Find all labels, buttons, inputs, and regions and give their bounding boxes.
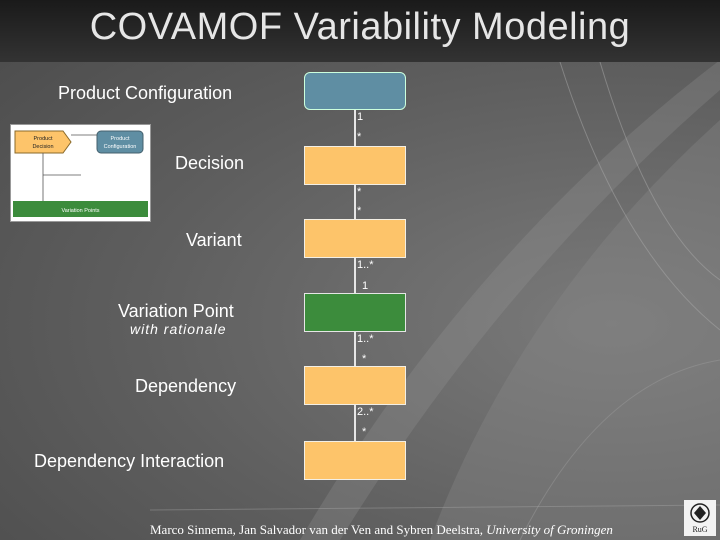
title-bar: COVAMOF Variability Modeling bbox=[0, 0, 720, 62]
label-decision: Decision bbox=[175, 153, 245, 173]
mult-interaction-top: * bbox=[362, 426, 367, 438]
label-variant: Variant bbox=[186, 230, 242, 250]
variant-box bbox=[304, 219, 406, 258]
mult-dependency-top: * bbox=[362, 353, 367, 365]
label-variation-point-rationale: with rationale bbox=[130, 321, 227, 337]
mult-config-top: 1 bbox=[357, 111, 364, 123]
mult-variant-bottom: 1..* bbox=[357, 259, 374, 271]
slide-title: COVAMOF Variability Modeling bbox=[89, 6, 631, 48]
inset-product-config-line1: Product bbox=[111, 136, 130, 142]
slide-footer: Marco Sinnema, Jan Salvador van der Ven … bbox=[150, 522, 613, 538]
mult-variant-top: * bbox=[357, 205, 362, 217]
connector-config-decision bbox=[354, 110, 356, 146]
university-logo: RuG bbox=[684, 500, 716, 536]
product-configuration-box bbox=[304, 72, 406, 110]
dependency-interaction-box bbox=[304, 441, 406, 480]
university-seal-icon: RuG bbox=[684, 500, 716, 536]
mult-dependency-bottom: 2..* bbox=[357, 406, 374, 418]
inset-product-config-line2: Configuration bbox=[104, 144, 137, 150]
connector-vp-dependency bbox=[354, 332, 356, 366]
connector-variant-vp bbox=[354, 258, 356, 293]
footer-institution: University of Groningen bbox=[486, 522, 613, 537]
connector-decision-variant bbox=[354, 185, 356, 219]
label-dependency: Dependency bbox=[135, 376, 237, 396]
mult-decision-bottom: * bbox=[357, 186, 362, 198]
mult-vp-bottom: 1..* bbox=[357, 333, 374, 345]
inset-variation-points-label: Variation Points bbox=[61, 208, 99, 214]
mult-vp-top: 1 bbox=[362, 280, 369, 292]
decision-box bbox=[304, 146, 406, 185]
inset-product-decision-line2: Decision bbox=[32, 144, 53, 150]
footer-authors: Marco Sinnema, Jan Salvador van der Ven … bbox=[150, 522, 483, 537]
variation-point-box bbox=[304, 293, 406, 332]
label-variation-point: Variation Point bbox=[118, 301, 234, 321]
dependency-box bbox=[304, 366, 406, 405]
inset-diagram: Product Decision Product Configuration V… bbox=[10, 124, 151, 222]
inset-product-decision-line1: Product bbox=[34, 136, 53, 142]
label-dependency-interaction: Dependency Interaction bbox=[34, 451, 225, 471]
logo-text: RuG bbox=[692, 525, 707, 534]
connector-dependency-interaction bbox=[354, 405, 356, 441]
inset-diagram-graphic: Product Decision Product Configuration V… bbox=[13, 130, 148, 217]
label-product-configuration: Product Configuration bbox=[58, 83, 233, 103]
mult-config-bottom: * bbox=[357, 131, 362, 143]
